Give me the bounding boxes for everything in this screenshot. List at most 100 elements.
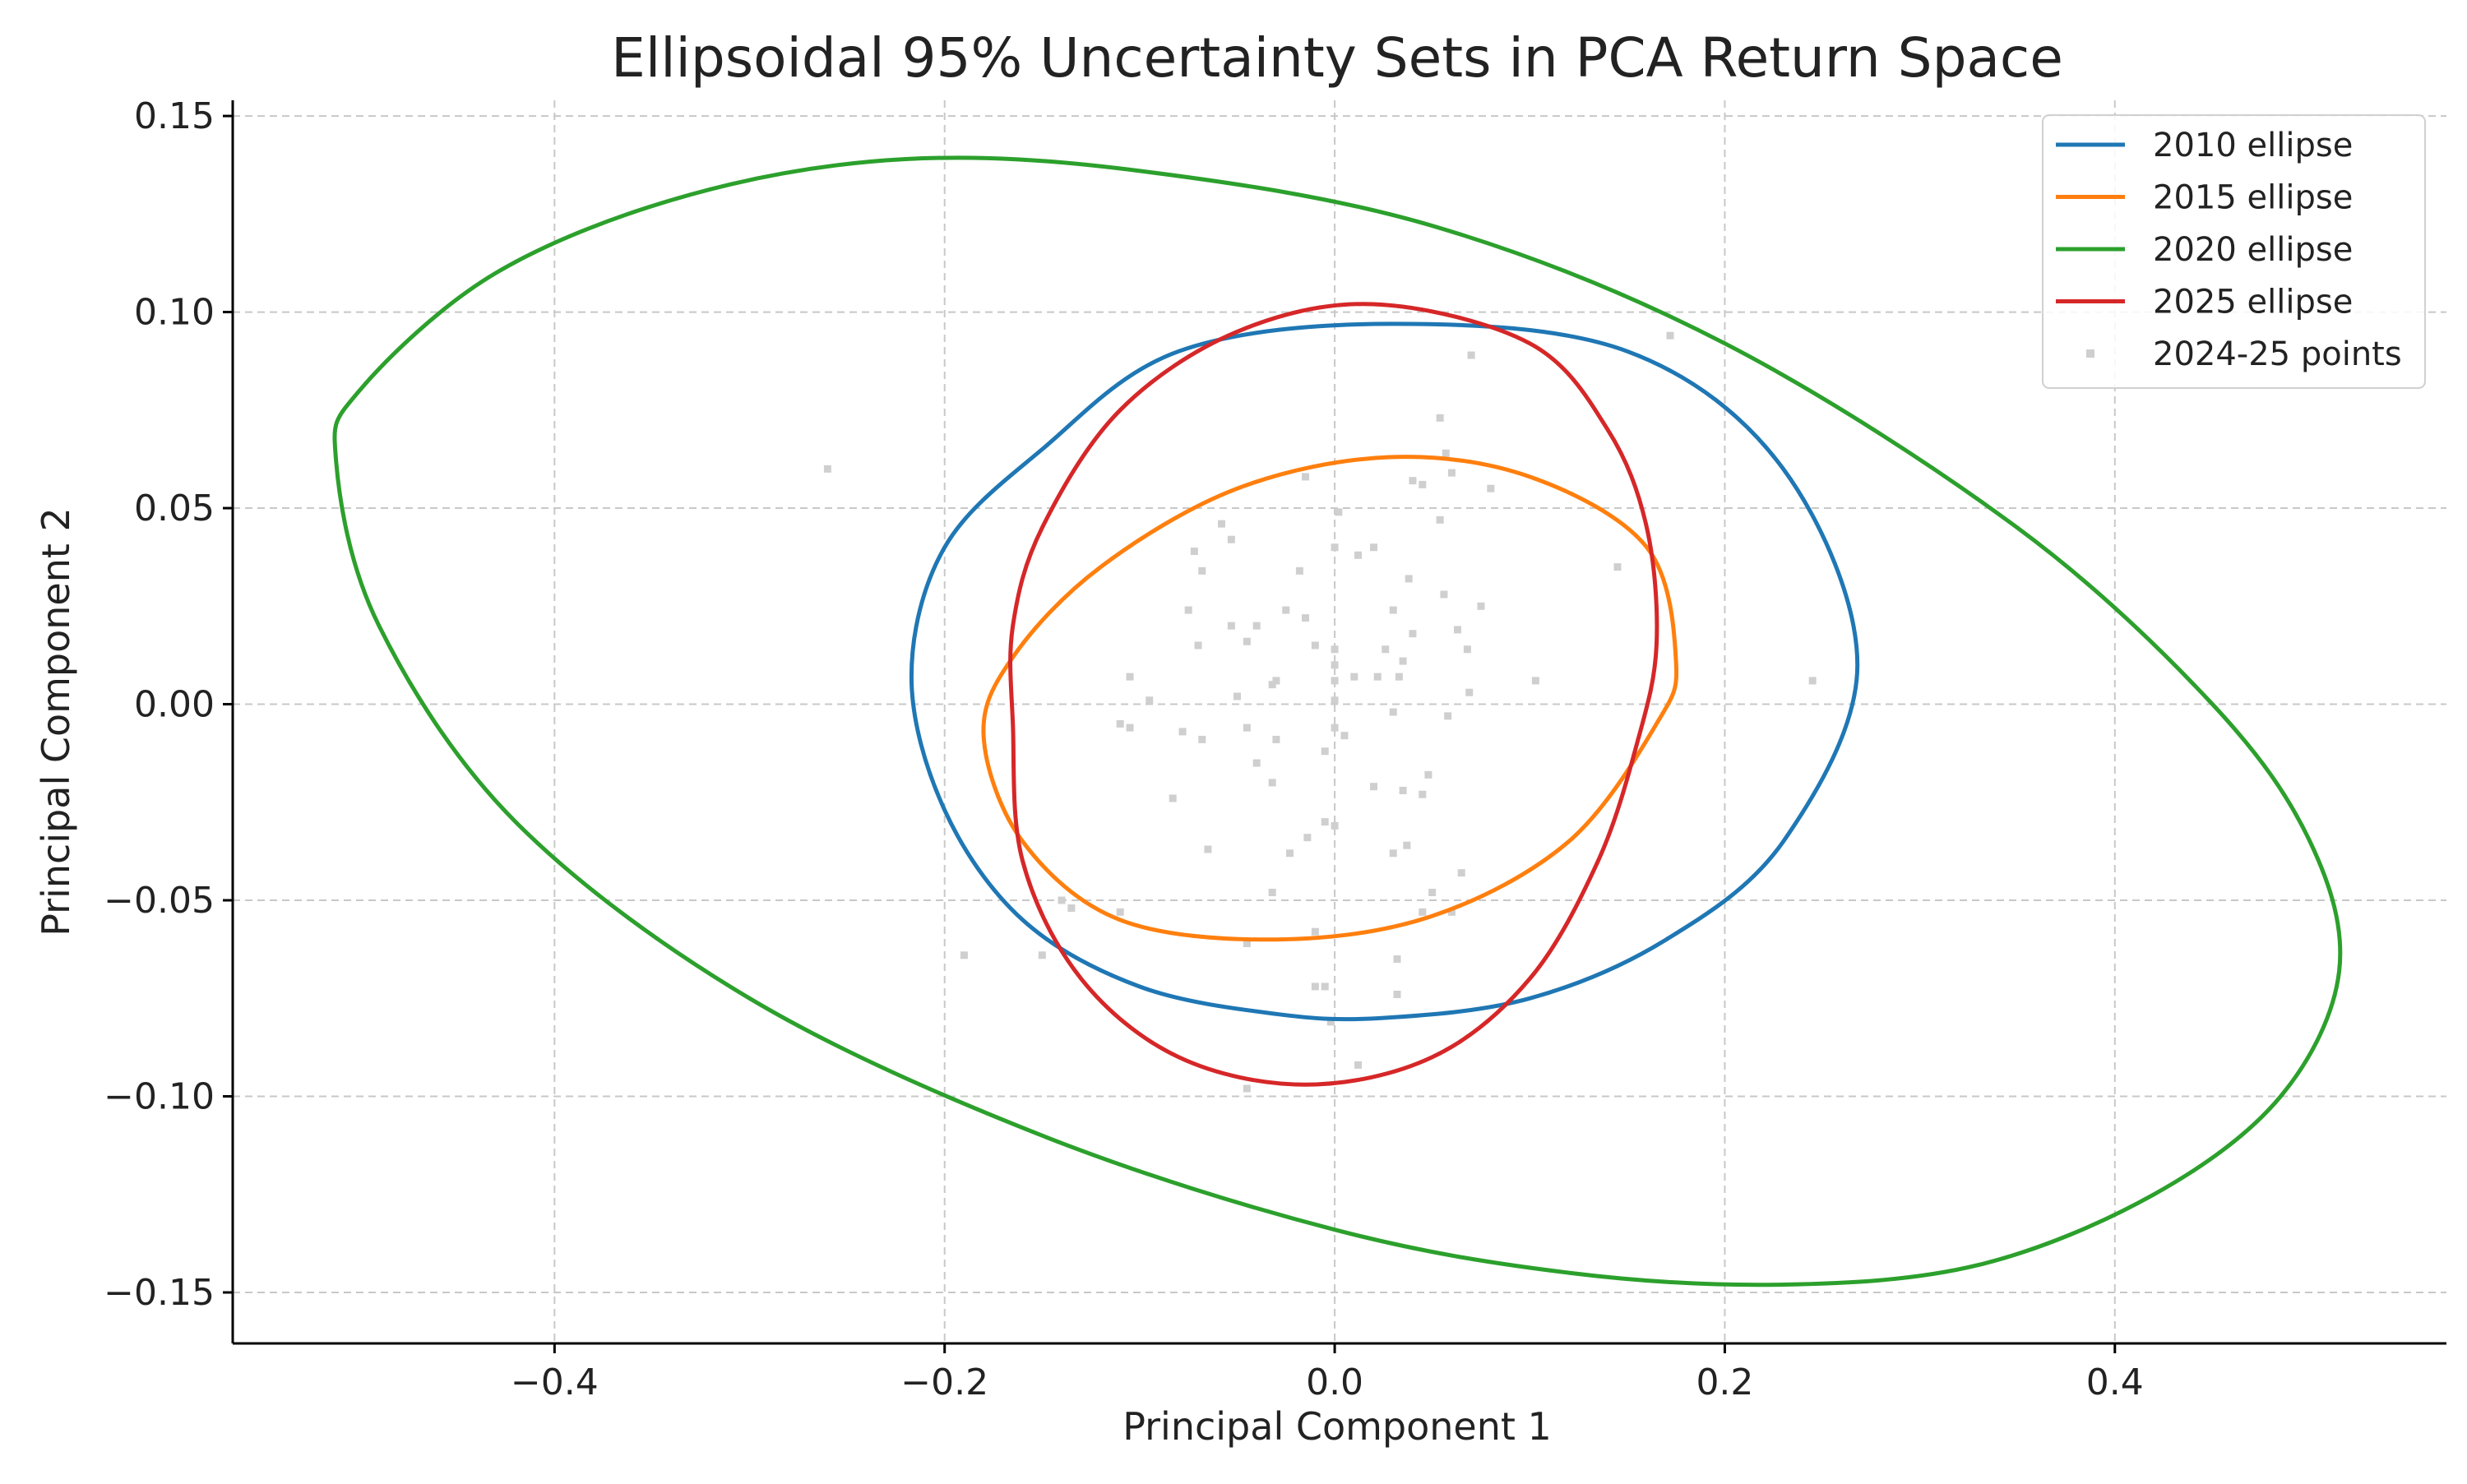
scatter-point	[1613, 563, 1622, 571]
scatter-point	[1311, 641, 1319, 650]
scatter-point	[1301, 473, 1309, 481]
scatter-point	[1227, 622, 1235, 630]
scatter-point	[1295, 566, 1303, 575]
scatter-point	[1268, 681, 1276, 689]
scatter-point	[1436, 515, 1444, 524]
tick-labels: −0.4 −0.2 0.0 0.2 0.4 0.15 0.10 0.05 0.00 −0.05 −0…	[104, 95, 2144, 1403]
y-tick-label: 0.15	[134, 95, 215, 137]
scatter-point	[1453, 626, 1461, 634]
legend-entry: 2024-25 points	[2086, 335, 2402, 373]
scatter-point	[1198, 566, 1206, 575]
scatter-point	[1243, 637, 1251, 645]
legend-label: 2025 ellipse	[2153, 284, 2353, 321]
scatter-point	[1178, 728, 1187, 736]
scatter-point	[1194, 641, 1202, 650]
x-axis-label: Principal Component 1	[1122, 1404, 1552, 1449]
ellipse-2020	[332, 155, 2343, 1288]
scatter-point	[1321, 982, 1329, 991]
scatter-point	[1389, 708, 1397, 716]
scatter-point	[1303, 834, 1312, 842]
scatter-point	[1126, 724, 1134, 732]
scatter-point	[1477, 602, 1485, 610]
scatter-point	[1666, 331, 1674, 340]
scatter-point	[1116, 908, 1124, 916]
scatter-point	[1436, 414, 1444, 422]
scatter-point	[1424, 770, 1433, 779]
scatter-point	[1227, 535, 1235, 543]
scatter-point	[1373, 673, 1382, 681]
scatter-point	[1243, 724, 1251, 732]
scatter-point	[1169, 794, 1177, 802]
scatter-point	[1399, 786, 1407, 794]
scatter-point	[1531, 677, 1539, 685]
scatter-point	[1331, 821, 1339, 830]
scatter-point	[1126, 673, 1134, 681]
scatter-point	[1331, 645, 1339, 654]
scatter-point	[1405, 575, 1413, 583]
scatter-point	[1301, 614, 1309, 622]
scatter-point	[1382, 645, 1390, 654]
scatter-point	[1395, 673, 1403, 681]
scatter-point	[1419, 480, 1427, 488]
scatter-point	[1389, 849, 1397, 858]
scatter-point	[1252, 759, 1261, 767]
scatter-point	[1409, 477, 1417, 485]
scatter-point	[1038, 951, 1046, 959]
legend: 2010 ellipse 2015 ellipse 2020 ellipse 2025…	[2042, 114, 2426, 389]
scatter-point	[1428, 888, 1437, 896]
scatter-point	[1331, 724, 1339, 732]
scatter-point	[1190, 548, 1198, 556]
scatter-point	[1272, 735, 1280, 743]
scatter-point	[1331, 543, 1339, 552]
scatter-point	[1393, 955, 1401, 964]
legend-swatch-point	[2086, 349, 2094, 358]
scatter-point	[1311, 982, 1319, 991]
scatter-point	[1389, 606, 1397, 614]
scatter-point	[960, 951, 968, 959]
legend-entry: 2015 ellipse	[2056, 179, 2353, 217]
ellipse-2015	[981, 455, 1679, 942]
legend-label: 2024-25 points	[2153, 335, 2402, 373]
scatter-point	[1331, 677, 1339, 685]
scatter-point	[823, 465, 831, 473]
legend-label: 2010 ellipse	[2153, 127, 2353, 164]
x-tick-label: 0.0	[1306, 1361, 1363, 1403]
scatter-point	[1447, 908, 1456, 916]
scatter-point	[1354, 551, 1363, 559]
scatter-point	[1465, 688, 1474, 696]
scatter-point	[1409, 630, 1417, 638]
scatter-point	[1393, 990, 1401, 998]
scatter-point	[1354, 1061, 1363, 1069]
scatter-series-2024-25-points	[823, 331, 1817, 1093]
scatter-point	[1340, 732, 1349, 740]
legend-entry: 2010 ellipse	[2056, 127, 2353, 164]
scatter-point	[1399, 657, 1407, 665]
scatter-point	[1116, 719, 1124, 728]
legend-label: 2020 ellipse	[2153, 231, 2353, 269]
scatter-point	[1067, 904, 1076, 913]
scatter-point	[1233, 692, 1241, 700]
scatter-point	[1331, 696, 1339, 705]
scatter-point	[1463, 645, 1471, 654]
scatter-point	[1243, 1084, 1251, 1093]
scatter-point	[1326, 1018, 1335, 1026]
scatter-point	[1487, 484, 1495, 492]
x-tick-label: 0.2	[1696, 1361, 1753, 1403]
scatter-point	[1808, 677, 1817, 685]
scatter-point	[1457, 869, 1465, 877]
scatter-point	[1268, 779, 1276, 787]
scatter-point	[1268, 888, 1276, 896]
scatter-point	[1403, 841, 1411, 849]
scatter-point	[1146, 696, 1154, 705]
scatter-point	[1442, 449, 1450, 457]
scatter-point	[1321, 818, 1329, 826]
scatter-point	[1286, 849, 1294, 858]
y-tick-label: 0.00	[134, 684, 215, 726]
legend-label: 2015 ellipse	[2153, 179, 2353, 217]
ellipse-2010	[909, 321, 1860, 1022]
scatter-point	[1184, 606, 1192, 614]
y-axis-label: Principal Component 2	[34, 507, 78, 936]
scatter-point	[1419, 908, 1427, 916]
